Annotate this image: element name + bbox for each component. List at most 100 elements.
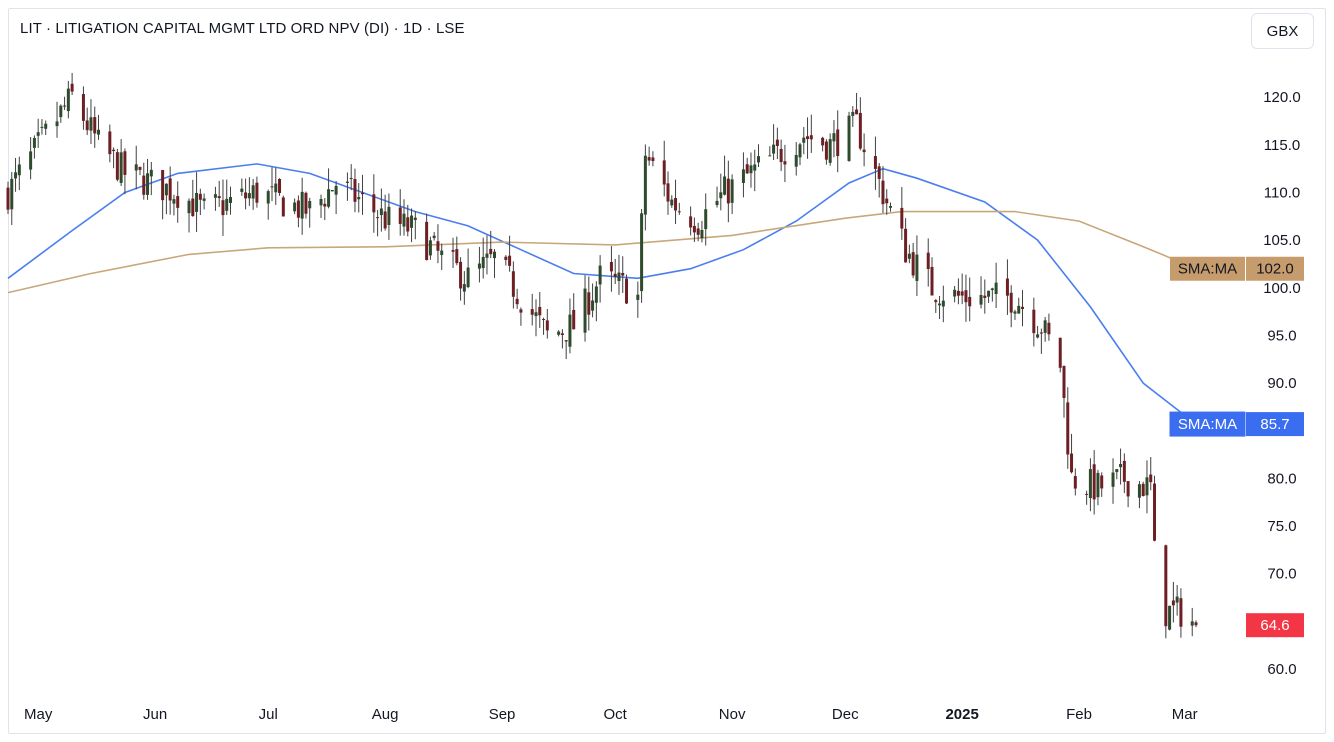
candle (1039, 328, 1043, 354)
candle (217, 180, 221, 207)
candle (1137, 480, 1141, 509)
candle (504, 255, 508, 266)
candle (108, 124, 112, 163)
candle-layer (6, 72, 1198, 639)
candle (545, 308, 549, 339)
candle (704, 193, 708, 246)
x-tick-label: Feb (1066, 706, 1092, 723)
candle (772, 124, 776, 161)
candle (621, 256, 625, 293)
candle (455, 236, 459, 266)
candle (1005, 259, 1009, 315)
candle (1096, 469, 1100, 506)
candle (934, 298, 938, 313)
y-tick-label: 95.0 (1267, 327, 1296, 344)
candle (1047, 313, 1051, 341)
candle (1021, 290, 1025, 327)
candle (1032, 297, 1036, 347)
candle (142, 162, 146, 200)
candle (745, 157, 749, 174)
candle (956, 278, 960, 305)
candle (1062, 365, 1066, 418)
candle (379, 188, 383, 232)
candle (81, 86, 85, 130)
candle (1175, 584, 1179, 616)
x-tick-label: Dec (832, 706, 859, 723)
candle (749, 152, 753, 188)
candle (824, 139, 828, 165)
candle (987, 290, 991, 303)
candle (511, 261, 515, 309)
candle (873, 136, 877, 190)
candle (757, 144, 761, 167)
candle (334, 181, 338, 215)
candle (115, 148, 119, 182)
candle (583, 275, 587, 342)
candle (240, 178, 244, 196)
sma-layer (7, 163, 1197, 425)
candle (89, 99, 93, 144)
candle (138, 166, 142, 176)
candle (436, 224, 440, 264)
candle (70, 72, 74, 96)
candle (802, 127, 806, 155)
candle (1066, 387, 1070, 469)
candle (428, 236, 432, 260)
candle (1111, 458, 1115, 504)
candle (278, 178, 282, 196)
candle (904, 218, 908, 263)
candle (372, 174, 376, 233)
candle (255, 176, 259, 208)
x-tick-label: 2025 (945, 706, 978, 723)
x-tick-label: Jul (259, 706, 278, 723)
currency-button[interactable]: GBX (1251, 13, 1314, 49)
candle (1092, 450, 1096, 515)
candle (146, 158, 150, 200)
candle (32, 135, 36, 159)
candle (14, 157, 18, 192)
price-tag-value: 64.6 (1260, 617, 1289, 634)
candle (598, 255, 602, 303)
candle (413, 211, 417, 240)
candle (164, 183, 168, 215)
price-axis[interactable]: 60.065.070.075.080.085.090.095.0100.0105… (1263, 89, 1301, 678)
candle (851, 106, 855, 127)
y-tick-label: 105.0 (1263, 232, 1301, 249)
candle (625, 274, 629, 304)
y-tick-label: 60.0 (1267, 661, 1296, 678)
candle (858, 97, 862, 151)
candle (862, 133, 866, 167)
candle (926, 238, 930, 287)
candle (266, 189, 270, 220)
candle (643, 144, 647, 231)
candle (677, 202, 681, 215)
candle (617, 254, 621, 295)
candle (821, 136, 825, 152)
candle (1164, 544, 1168, 639)
candle (63, 96, 67, 111)
candle (1179, 588, 1183, 638)
candle (29, 137, 33, 180)
candle (696, 222, 700, 242)
candle (451, 237, 455, 269)
candle (1070, 433, 1074, 474)
candle (1149, 457, 1153, 491)
candle (398, 189, 402, 236)
candle (247, 177, 251, 206)
candle (900, 187, 904, 240)
candle (440, 243, 444, 271)
time-axis[interactable]: May Jun Jul Aug Sep Oct Nov Dec 2025 Feb Mar (24, 706, 1198, 723)
candle (1126, 481, 1130, 508)
candle (881, 166, 885, 214)
candle (568, 298, 572, 354)
candle (508, 235, 512, 272)
candle (1058, 337, 1062, 373)
candle (1017, 297, 1021, 314)
candle (700, 220, 704, 243)
candle (930, 257, 934, 296)
candle (176, 181, 180, 223)
x-tick-label: Aug (372, 706, 399, 723)
sma-label-box (1170, 256, 1245, 281)
candle (97, 114, 101, 140)
